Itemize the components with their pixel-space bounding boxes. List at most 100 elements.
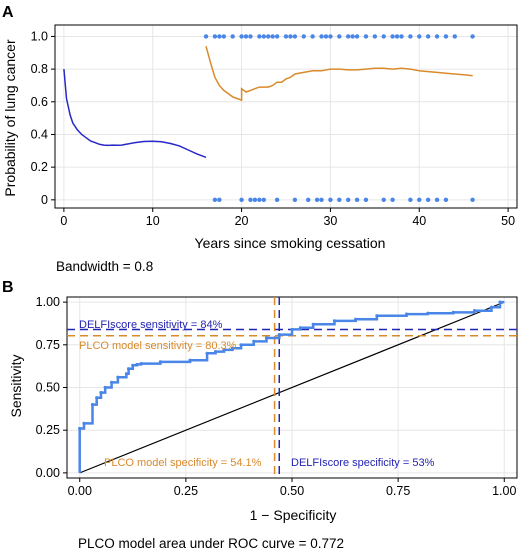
data-point-y0 (434, 197, 440, 203)
data-point-y0 (212, 197, 218, 203)
roc-point (332, 319, 337, 323)
y-tick-label: 1.0 (31, 29, 48, 43)
data-point-y0 (261, 197, 266, 203)
y-tick-label: 0.6 (31, 95, 48, 109)
data-point-y1 (417, 34, 422, 39)
y-tick-label: 0.2 (31, 160, 48, 174)
x-tick-label: 0 (60, 214, 67, 228)
y-tick-label: 0.8 (31, 62, 48, 76)
data-point-y0 (417, 197, 422, 203)
roc-point (95, 396, 99, 400)
data-point-y1 (408, 34, 413, 39)
roc-point (135, 362, 139, 367)
data-point-y1 (266, 34, 271, 39)
x-tick-label: 20 (235, 214, 249, 228)
data-point-y1 (212, 34, 218, 39)
data-point-y1 (337, 34, 342, 39)
data-point-y0 (319, 197, 324, 203)
roc-point (290, 327, 294, 332)
plot-frame (54, 24, 518, 209)
roc-point (188, 358, 192, 362)
roc-point (78, 426, 82, 431)
data-point-y0 (257, 197, 262, 203)
roc-point (109, 380, 114, 384)
data-point-y1 (399, 34, 404, 39)
data-point-y1 (452, 34, 458, 39)
data-point-y1 (239, 34, 244, 39)
data-point-y1 (363, 34, 369, 39)
data-point-y1 (221, 34, 227, 39)
data-point-y1 (288, 34, 293, 39)
roc-point (489, 305, 494, 309)
roc-point (82, 421, 86, 425)
panel-a-chart: 0 10 20 30 40 50 0 0.2 0.4 0.6 0.8 1.0 (31, 24, 518, 228)
data-point-y1 (257, 34, 262, 39)
x-tick-label: 50 (501, 214, 515, 228)
panel-b-x-axis-title: 1 − Specificity (250, 507, 337, 523)
y-tick-label: 1.00 (36, 295, 60, 309)
data-point-y1 (354, 34, 360, 39)
data-point-y1 (425, 34, 431, 39)
data-point-y1 (350, 34, 355, 39)
roc-point (124, 372, 129, 376)
data-point-y0 (443, 197, 449, 203)
y-tick-label: 0.50 (36, 381, 60, 395)
plco-sensitivity-label: PLCO model sensitivity = 80.3% (79, 340, 237, 352)
roc-point (90, 402, 95, 407)
data-point-y1 (203, 34, 209, 39)
y-tick-label: 0.75 (36, 338, 60, 352)
roc-point (264, 336, 269, 340)
roc-point (222, 348, 226, 352)
x-tick-label: 1.00 (492, 484, 516, 498)
data-point-y0 (408, 197, 413, 203)
roc-point (131, 363, 135, 367)
roc-point (126, 367, 131, 371)
x-tick-label: 0.50 (280, 484, 304, 498)
data-point-y0 (337, 197, 342, 203)
roc-point (298, 326, 303, 330)
y-tick-label: 0.4 (31, 127, 48, 141)
data-point-y1 (310, 34, 315, 39)
data-point-y1 (217, 34, 222, 39)
x-tick-label: 0.75 (386, 484, 410, 498)
data-point-y0 (363, 197, 369, 203)
panel-a-label: A (2, 4, 14, 21)
x-tick-label: 10 (146, 214, 160, 228)
x-tick-label: 30 (323, 214, 337, 228)
plco-specificity-label: PLCO model specificity = 54.1% (104, 457, 262, 469)
data-point-y0 (274, 197, 280, 203)
data-point-y0 (345, 197, 351, 203)
roc-point (139, 361, 143, 366)
data-point-y0 (252, 197, 258, 203)
data-point-y1 (372, 34, 378, 39)
roc-point (354, 317, 358, 321)
panel-b-label: B (2, 279, 14, 296)
roc-point (116, 375, 120, 379)
y-tick-label: 0 (41, 193, 48, 207)
data-point-y1 (434, 34, 440, 39)
roc-point (451, 310, 455, 314)
roc-point (472, 309, 477, 313)
roc-point (375, 314, 379, 318)
data-point-y0 (292, 197, 298, 203)
data-point-y0 (239, 197, 244, 203)
roc-point (205, 351, 209, 355)
roc-point (498, 300, 502, 304)
roc-point (99, 391, 103, 395)
data-point-y1 (274, 34, 280, 39)
chance-diagonal-line (79, 301, 505, 474)
roc-point (252, 339, 256, 343)
roc-point (311, 322, 315, 326)
data-point-y1 (390, 34, 395, 39)
roc-point (239, 343, 243, 347)
x-tick-label: 0.00 (68, 484, 92, 498)
data-point-y0 (390, 197, 395, 203)
roc-point (426, 311, 430, 315)
data-point-y1 (230, 34, 235, 39)
roc-point (158, 360, 162, 364)
y-tick-label: 0.25 (36, 423, 60, 437)
data-point-y1 (248, 34, 253, 39)
x-tick-label: 0.25 (174, 484, 198, 498)
smoothed-curve-blue (63, 69, 207, 159)
